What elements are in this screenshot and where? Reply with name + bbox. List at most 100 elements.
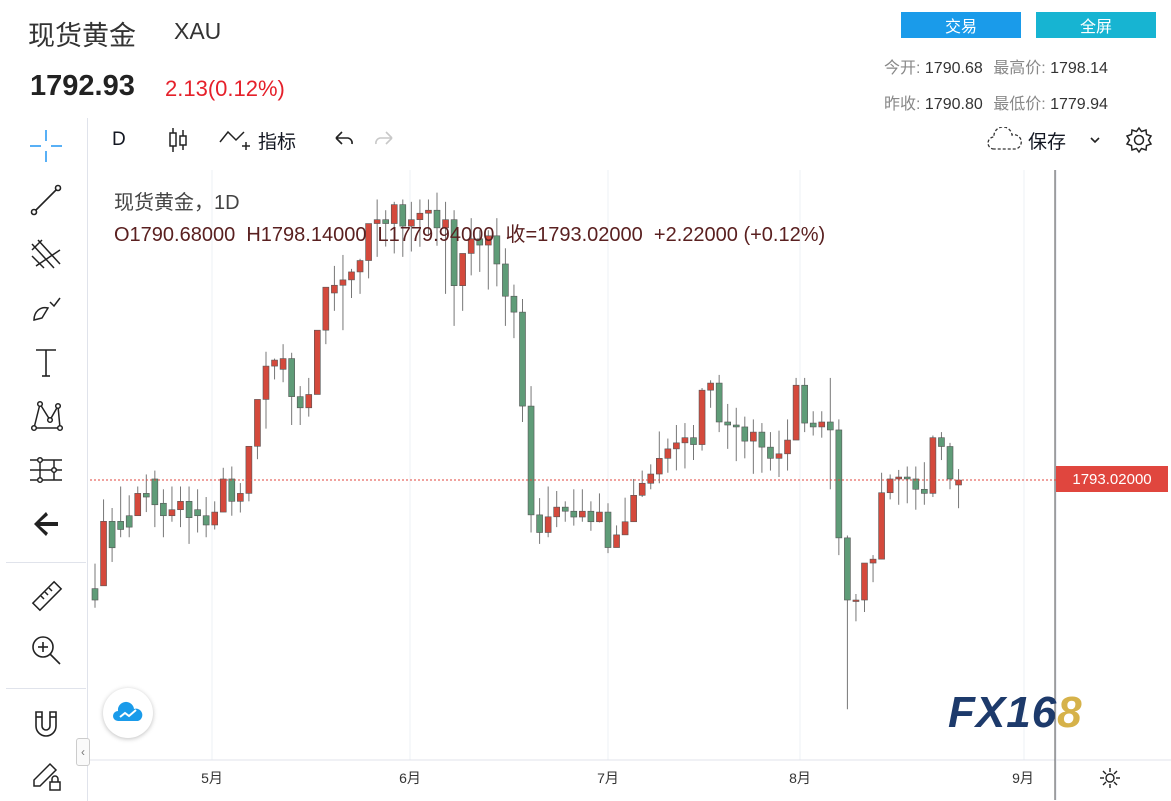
stats-row-2: 昨收: 1790.80 最低价: 1779.94 xyxy=(884,90,1108,114)
candle-body xyxy=(544,516,552,533)
candle-body xyxy=(698,389,706,445)
candle-body xyxy=(912,478,920,490)
candle-body xyxy=(613,534,620,548)
candle-body xyxy=(690,437,697,445)
indicators-button[interactable]: 指标 xyxy=(218,126,296,154)
instrument-title: 现货黄金 xyxy=(28,21,136,51)
candle-body xyxy=(100,521,107,587)
candle-body xyxy=(792,384,800,441)
candle-body xyxy=(262,365,270,400)
magnet-tool[interactable] xyxy=(22,704,70,744)
candle-body xyxy=(809,422,817,428)
chart-legend-title[interactable]: 现货黄金，1D xyxy=(114,192,240,214)
candle-body xyxy=(844,537,851,601)
candle-body xyxy=(664,448,672,459)
undo-button[interactable] xyxy=(332,126,356,154)
candle-body xyxy=(484,235,492,246)
candle-body xyxy=(211,511,218,526)
candle-body xyxy=(331,284,338,294)
candle-body xyxy=(869,558,877,564)
candle-body xyxy=(895,476,903,480)
candle-body xyxy=(416,212,424,220)
candles-icon xyxy=(169,128,187,152)
candle-body xyxy=(724,421,732,426)
pattern-tool[interactable] xyxy=(22,396,70,436)
candle-body xyxy=(673,442,680,450)
trend-line-tool[interactable] xyxy=(22,180,70,220)
candle-body xyxy=(741,426,749,442)
candle-body xyxy=(356,260,364,273)
candle-body xyxy=(142,493,150,498)
text-tool[interactable] xyxy=(22,342,70,382)
candle-body xyxy=(955,479,962,486)
candle-body xyxy=(202,515,210,526)
crosshair-tool[interactable] xyxy=(22,126,70,166)
cloud-icon xyxy=(113,701,143,721)
candle-body xyxy=(442,219,449,229)
pitchfork-tool[interactable] xyxy=(22,234,70,274)
candle-body xyxy=(305,394,313,409)
measure-tool[interactable] xyxy=(22,450,70,490)
trade-button[interactable]: 交易 xyxy=(901,12,1021,38)
price-chart[interactable] xyxy=(90,170,1171,800)
fullscreen-button[interactable]: 全屏 xyxy=(1036,12,1156,38)
candle-body xyxy=(348,271,355,281)
candle-body xyxy=(134,493,142,517)
chart-legend-ohlc: O1790.68000 H1798.14000 L1779.94000 收=17… xyxy=(114,224,826,246)
indicator-icon xyxy=(219,130,250,150)
candle-body xyxy=(194,509,201,517)
candle-body xyxy=(938,437,945,447)
candle-body xyxy=(758,431,766,448)
x-tick-label: 6月 xyxy=(399,770,421,786)
candle-body xyxy=(621,521,629,536)
instrument-symbol: XAU xyxy=(174,18,222,44)
brush-tool[interactable] xyxy=(22,288,70,328)
back-tool[interactable] xyxy=(22,504,70,544)
redo-button[interactable] xyxy=(372,126,396,154)
candle-body xyxy=(946,446,954,480)
save-button[interactable]: 保存 xyxy=(986,126,1066,154)
candle-body xyxy=(168,509,176,517)
candle-body xyxy=(570,510,578,518)
magnet-icon xyxy=(35,711,57,737)
axis-settings-button[interactable] xyxy=(1098,766,1122,795)
lock-drawing-tool[interactable] xyxy=(22,756,70,796)
x-tick-label: 8月 xyxy=(789,770,811,786)
cloud-sync-button[interactable] xyxy=(103,688,153,738)
zoom-in-tool[interactable] xyxy=(22,630,70,670)
cloud-icon xyxy=(987,127,1022,150)
ruler-tool[interactable] xyxy=(22,576,70,616)
candle-body xyxy=(826,421,834,431)
candle-body xyxy=(493,235,501,265)
interval-selector[interactable]: D xyxy=(112,129,126,150)
candle-body xyxy=(502,263,509,297)
candle-body xyxy=(177,501,184,511)
save-menu-toggle[interactable] xyxy=(1088,126,1102,154)
candle-body xyxy=(254,399,261,447)
candle-body xyxy=(818,421,826,428)
candle-body xyxy=(399,204,407,227)
candle-body xyxy=(519,311,526,407)
candle-body xyxy=(467,238,475,254)
candle-body xyxy=(775,453,783,459)
candle-body xyxy=(604,511,612,548)
crosshair-icon xyxy=(30,130,62,162)
collapse-toolbar-button[interactable]: ‹ xyxy=(76,738,90,766)
redo-icon xyxy=(375,131,393,145)
high-label: 最高价: xyxy=(993,60,1046,77)
candle-body xyxy=(852,599,860,602)
chart-type-button[interactable] xyxy=(166,126,190,154)
candle-body xyxy=(408,219,415,227)
measure-icon xyxy=(30,456,62,484)
candle-body xyxy=(108,521,116,549)
candle-body xyxy=(365,223,372,261)
candle-body xyxy=(929,437,937,494)
save-label: 保存 xyxy=(1028,131,1067,153)
candle-body xyxy=(921,488,928,494)
brush-icon xyxy=(33,297,61,321)
settings-button[interactable] xyxy=(1124,126,1154,154)
candle-body xyxy=(510,295,518,313)
settings-icon xyxy=(1100,768,1120,788)
candle-body xyxy=(476,238,484,246)
candle-body xyxy=(784,439,791,455)
